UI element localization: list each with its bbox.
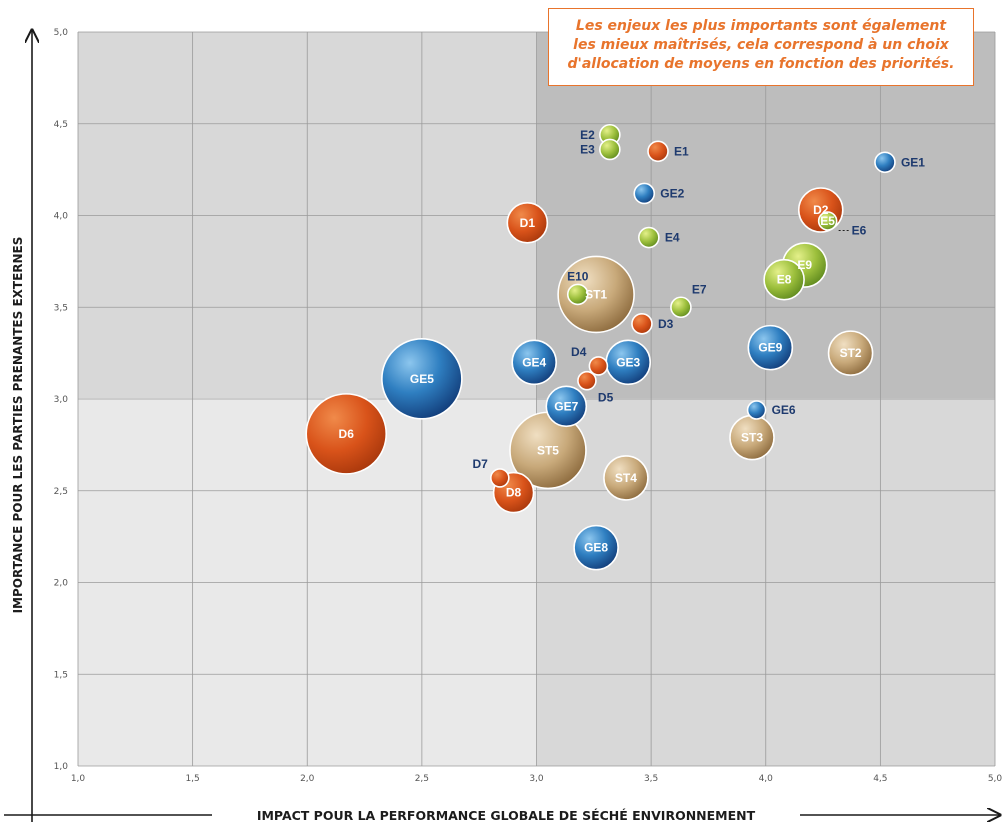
y-tick-label: 1,5 [54,670,68,680]
x-tick-label: 3,0 [529,774,544,784]
bubble-ge7 [545,385,588,428]
label-ge4: GE4 [522,355,546,369]
grid-lines [77,31,996,767]
bubble-d1 [506,202,549,244]
label-d2: D2 [813,203,829,217]
x-axis-title: IMPACT POUR LA PERFORMANCE GLOBALE DE SÉ… [257,808,756,823]
y-tick-label: 1,0 [54,762,69,772]
label-d1: D1 [520,216,536,230]
label-st3: ST3 [741,431,763,445]
label-st5: ST5 [537,443,559,457]
bubble-d5 [577,370,597,391]
x-tick-label: 1,0 [71,774,86,784]
label-d5: D5 [598,391,614,405]
y-axis-title: IMPORTANCE POUR LES PARTIES PRENANTES EX… [11,237,25,614]
y-tick-label: 3,0 [54,395,69,405]
label-ge2: GE2 [660,186,684,200]
y-tick-label: 4,0 [54,212,69,222]
tick-labels: 1,0 1,5 2,0 2,5 3,0 3,5 4,0 4,5 5,0 1,0 1,5 2,0 2,5 3… [54,28,1003,784]
bubbles [305,123,896,571]
y-tick-label: 2,5 [54,487,68,497]
label-d8: D8 [506,486,522,500]
bubble-d3 [631,312,653,335]
y-tick-label: 3,5 [54,303,68,313]
bubble-e8 [763,258,805,301]
bubble-e5 [817,211,838,231]
bubble-e10 [566,283,589,306]
y-tick-label: 4,5 [54,120,68,130]
bubble-st2 [827,330,874,376]
x-tick-label: 1,5 [185,774,199,784]
bubble-d4 [588,356,609,376]
label-ge5: GE5 [410,372,434,386]
label-ge6: GE6 [772,403,796,417]
label-ge7: GE7 [554,399,578,413]
bubble-e7 [670,296,692,319]
label-e3: E3 [580,142,595,156]
label-e8: E8 [777,273,792,287]
x-tick-label: 3,5 [644,774,658,784]
label-e10: E10 [567,269,589,283]
label-st4: ST4 [615,471,637,485]
bubble-d7 [490,468,510,488]
bubble-ge1 [874,151,896,174]
label-ge8: GE8 [584,541,608,555]
label-e5: E5 [820,214,835,228]
x-tick-label: 2,0 [300,774,315,784]
bubble-ge4 [511,339,558,386]
bubble-e3 [599,138,621,161]
label-ge1: GE1 [901,155,925,169]
label-ge3: GE3 [616,355,640,369]
annotation-callout: Les enjeux les plus importants sont égal… [548,8,974,86]
label-st1: ST1 [585,287,607,301]
label-e9: E9 [797,258,812,272]
x-tick-label: 4,5 [873,774,887,784]
label-e6: E6 [852,224,867,238]
label-d4: D4 [571,345,587,359]
label-e2: E2 [580,128,595,142]
bubble-st4 [603,455,649,501]
bubble-ge2 [633,182,656,205]
label-d3: D3 [658,317,674,331]
bubble-ge9 [747,324,794,371]
bubble-e1 [647,140,669,163]
bubble-st1 [557,255,635,334]
x-tick-label: 2,5 [415,774,429,784]
bubble-ge6 [746,400,767,420]
y-tick-label: 2,0 [54,579,69,589]
label-e4: E4 [665,231,680,245]
bubble-e4 [638,226,660,249]
label-d6: D6 [339,427,355,441]
x-tick-label: 4,0 [759,774,774,784]
bubble-d6 [305,393,388,475]
label-e1: E1 [674,144,689,158]
label-e7: E7 [692,282,707,296]
y-tick-label: 5,0 [54,28,69,38]
bubble-ge5 [381,338,463,420]
label-d7: D7 [472,457,488,471]
x-tick-label: 5,0 [988,774,1003,784]
bubble-ge8 [573,524,619,571]
label-st2: ST2 [840,346,862,360]
label-ge9: GE9 [758,341,782,355]
